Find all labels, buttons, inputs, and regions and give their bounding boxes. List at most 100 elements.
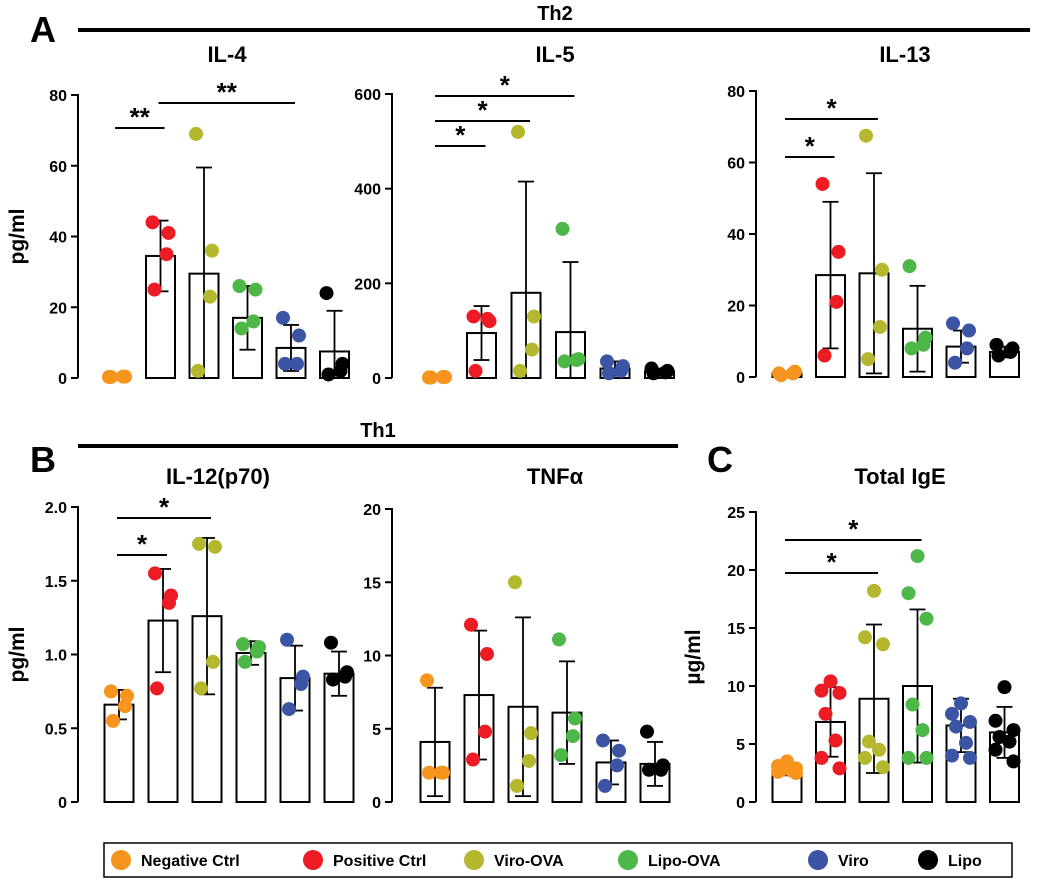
y-tick-label: 0 — [736, 370, 745, 387]
data-point — [278, 356, 292, 371]
data-point — [118, 699, 132, 714]
data-point — [904, 341, 919, 356]
y-tick-label: 20 — [727, 563, 745, 580]
data-point — [294, 677, 308, 691]
legend-label-lipo: Lipo — [948, 853, 982, 870]
data-point — [468, 363, 483, 378]
data-point — [596, 733, 610, 748]
data-point — [815, 176, 830, 191]
significance-stars: ** — [130, 102, 151, 132]
legend-label-viro-ova: Viro-OVA — [494, 853, 564, 870]
legend-marker-lipo-ova — [618, 850, 638, 870]
data-point — [814, 683, 829, 698]
significance-stars: * — [477, 95, 488, 125]
data-point — [290, 356, 304, 371]
data-point — [147, 282, 162, 297]
data-point — [875, 262, 889, 277]
legend-item-viro: Viro — [808, 850, 869, 870]
data-point — [236, 637, 250, 652]
data-point — [104, 369, 118, 384]
data-point — [988, 713, 1003, 728]
y-tick-label: 400 — [354, 182, 381, 199]
bar — [235, 652, 267, 804]
legend-item-positive-ctrl: Positive Ctrl — [303, 850, 426, 870]
y-tick-label: 0 — [736, 795, 745, 812]
data-point — [466, 309, 481, 324]
data-point — [829, 294, 844, 309]
data-point — [818, 706, 833, 721]
legend-label-viro: Viro — [838, 853, 869, 870]
data-point — [786, 366, 800, 381]
data-point — [524, 726, 538, 741]
y-tick-label: 20 — [49, 300, 67, 317]
data-point — [954, 696, 968, 711]
th1-header-label: Th1 — [360, 420, 396, 442]
data-point — [319, 286, 334, 301]
data-point — [338, 669, 352, 684]
significance-stars: * — [826, 547, 837, 577]
y-axis-label: pg/ml — [6, 627, 29, 683]
panel-letter-b: B — [30, 439, 56, 480]
significance-stars: * — [137, 529, 148, 559]
data-point — [248, 282, 263, 297]
data-point — [905, 697, 920, 712]
data-point — [234, 321, 249, 336]
charts-layer: IL-4pg/ml020406080****IL-50200400600***I… — [6, 42, 1021, 812]
chart-5: TNFα 0 5 10 15 20 — [363, 464, 671, 812]
data-point — [960, 341, 974, 356]
data-point — [232, 279, 247, 294]
data-point — [464, 617, 478, 632]
data-point — [945, 706, 959, 721]
data-point — [814, 750, 829, 765]
data-point — [150, 681, 164, 696]
data-point — [203, 289, 217, 304]
y-tick-label: 5 — [736, 737, 745, 754]
data-point — [901, 750, 916, 765]
data-point — [250, 644, 264, 659]
data-point — [873, 319, 887, 334]
data-point — [466, 752, 480, 767]
data-point — [194, 681, 208, 696]
data-point — [422, 765, 436, 780]
legend-item-viro-ova: Viro-OVA — [464, 850, 564, 870]
data-point — [901, 586, 916, 601]
data-point — [246, 314, 261, 329]
data-point — [510, 778, 524, 793]
data-point — [646, 366, 661, 381]
data-point — [420, 673, 434, 688]
data-point — [858, 750, 872, 765]
data-point — [828, 733, 843, 748]
data-point — [919, 611, 934, 626]
y-axis-label: µg/ml — [682, 629, 705, 684]
y-tick-label: 0 — [372, 371, 381, 388]
y-tick-label: 2.0 — [45, 500, 67, 517]
data-point — [963, 714, 977, 729]
y-tick-label: 80 — [49, 88, 67, 105]
panel-letter-a: A — [30, 9, 56, 50]
legend-label-lipo-ova: Lipo-OVA — [648, 853, 721, 870]
data-point — [192, 536, 206, 551]
legend-marker-viro — [808, 850, 828, 870]
y-tick-label: 1.5 — [45, 574, 67, 591]
data-point — [876, 760, 890, 775]
chart-4: IL-12(p70) pg/ml 0 0.5 1.0 1.5 2.0 * * — [6, 464, 355, 812]
significance-stars: * — [848, 514, 859, 544]
significance-stars: * — [159, 492, 170, 522]
data-point — [513, 363, 527, 378]
data-point — [658, 365, 673, 380]
data-point — [598, 778, 612, 793]
data-point — [916, 337, 931, 352]
data-point — [876, 637, 890, 652]
chart-title: IL-13 — [879, 42, 930, 67]
data-point — [424, 370, 438, 385]
data-point — [480, 647, 494, 662]
data-point — [962, 323, 976, 338]
data-point — [552, 632, 566, 647]
panel-letter-c: C — [707, 439, 733, 480]
data-point — [292, 328, 306, 343]
data-point — [276, 310, 290, 325]
data-point — [602, 366, 616, 381]
data-point — [910, 549, 925, 564]
data-point — [116, 369, 130, 384]
data-point — [832, 685, 847, 700]
